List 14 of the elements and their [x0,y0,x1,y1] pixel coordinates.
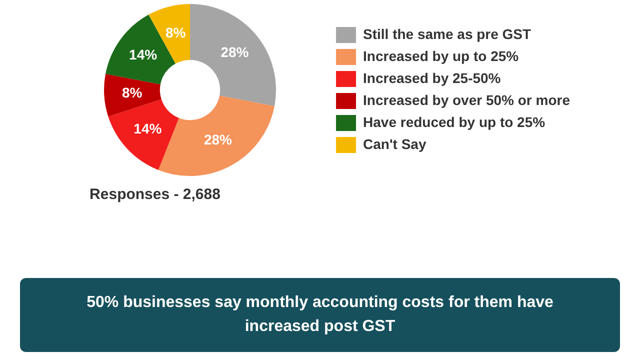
data-label: 14% [129,46,158,63]
text: Responses - 2,688 [88,186,222,203]
legend-label: Increased by over 50% or more [363,92,570,108]
legend-label: Increased by 25-50% [363,70,502,86]
data-label: 8% [165,24,186,41]
data-label: 28% [204,132,233,148]
legend-label: Have reduced by up to 25% [363,114,546,130]
data-label: 8% [122,84,143,101]
data-label: 14% [134,120,162,137]
data-label: 28% [220,44,250,60]
legend-label: Can't Say [363,136,426,152]
legend-label: Still the same as pre GST [363,26,532,42]
text: 50% businesses say monthly accounting costs for them have increased post GST [20,278,620,352]
legend-label: Increased by up to 25% [363,48,520,64]
